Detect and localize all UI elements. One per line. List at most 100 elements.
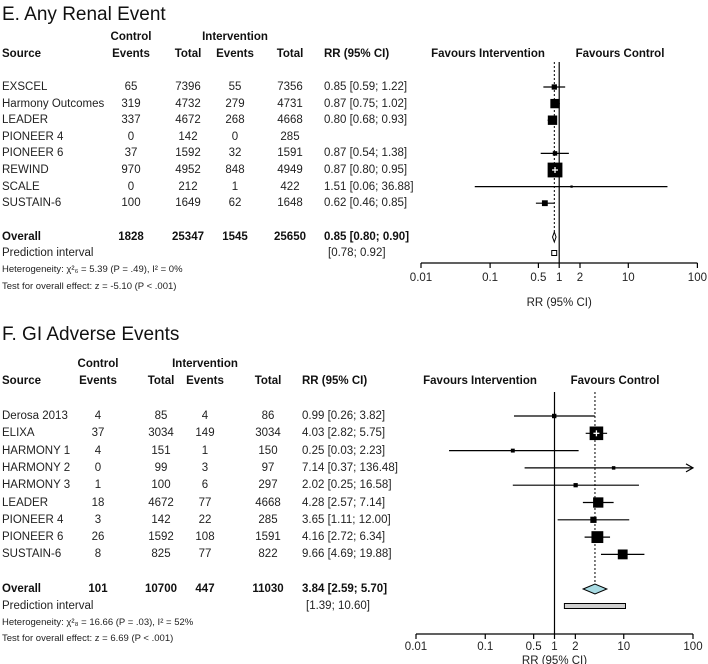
control-events: 0 [127, 180, 135, 193]
study-marker [551, 413, 557, 419]
x-tick-label: 1 [551, 641, 558, 653]
intervention-events: 77 [198, 548, 212, 561]
favours-intervention-label: Favours Intervention [431, 48, 545, 60]
header-intervention-events: Events [186, 375, 224, 387]
intervention-total: 285 [258, 513, 278, 526]
control-total: 4952 [175, 164, 201, 176]
study-name: SUSTAIN-6 [2, 548, 62, 561]
header-control-total: Total [174, 48, 202, 60]
header-intervention-total: Total [276, 48, 304, 60]
x-tick-label: 10 [617, 641, 631, 653]
heterogeneity-text: Heterogeneity: χ²₆ = 5.39 (P = .49), I² … [2, 264, 183, 275]
header-source: Source [2, 48, 41, 60]
control-events: 3 [94, 513, 102, 526]
rr-ci-text: 0.62 [0.46; 0.85] [324, 197, 408, 210]
study-name: HARMONY 3 [2, 479, 71, 492]
study-name: PIONEER 4 [2, 130, 64, 143]
study-name: REWIND [2, 164, 49, 176]
intervention-total: 7356 [277, 81, 303, 93]
header-intervention-events: Events [216, 48, 254, 60]
prediction-interval-label: Prediction interval [2, 247, 94, 259]
intervention-total: 822 [258, 548, 278, 561]
intervention-events: 149 [195, 427, 215, 440]
study-marker [550, 98, 560, 109]
intervention-events: 108 [195, 531, 215, 544]
control-events: 37 [91, 427, 105, 440]
study-marker [551, 84, 557, 90]
control-events: 26 [91, 531, 105, 544]
intervention-events: 6 [201, 479, 209, 492]
rr-ci-text: 0.85 [0.59; 1.22] [324, 81, 408, 93]
study-marker [573, 483, 578, 488]
intervention-events: 77 [198, 496, 212, 509]
prediction-interval-label: Prediction interval [2, 600, 94, 612]
rr-ci-text: 1.51 [0.06; 36.88] [324, 180, 414, 193]
intervention-events: 3 [201, 461, 209, 474]
control-events: 4 [94, 410, 102, 422]
intervention-total: 422 [280, 180, 300, 193]
control-events: 18 [91, 496, 105, 509]
study-name: LEADER [2, 114, 49, 127]
header-control-total: Total [147, 375, 175, 387]
intervention-events: 22 [198, 513, 212, 526]
intervention-events: 62 [228, 197, 242, 210]
header-intervention: Intervention [202, 31, 268, 43]
x-tick-label: 0.01 [404, 641, 428, 653]
rr-ci-text: 7.14 [0.37; 136.48] [302, 461, 398, 474]
intervention-total: 4731 [277, 97, 303, 110]
intervention-total: 86 [261, 410, 275, 422]
study-marker [593, 497, 604, 508]
study-name: SCALE [2, 180, 40, 193]
overall-effect-test-text: Test for overall effect: z = -5.10 (P < … [2, 281, 177, 292]
prediction-interval-text: [0.78; 0.92] [328, 247, 386, 259]
intervention-total: 3034 [255, 427, 281, 440]
intervention-events: 55 [228, 81, 242, 93]
control-events: 0 [94, 461, 102, 474]
rr-ci-text: 0.80 [0.68; 0.93] [324, 114, 408, 127]
overall-rr-text: 0.85 [0.80; 0.90] [324, 231, 410, 243]
overall-label: Overall [2, 231, 41, 243]
intervention-events: 1 [201, 444, 209, 457]
study-name: HARMONY 1 [2, 444, 71, 457]
panel-title: F. GI Adverse Events [2, 324, 180, 345]
header-source: Source [2, 375, 41, 387]
rr-ci-text: 3.65 [1.11; 12.00] [302, 513, 391, 526]
prediction-interval-bar [563, 603, 627, 609]
rr-ci-text: 0.25 [0.03; 2.23] [302, 444, 386, 457]
control-events: 337 [121, 114, 141, 127]
overall-diamond [581, 583, 609, 595]
study-name: Derosa 2013 [2, 410, 68, 422]
overall-control-events: 1828 [118, 231, 144, 243]
study-name: HARMONY 2 [2, 461, 71, 474]
panel-title: E. Any Renal Event [2, 4, 166, 25]
control-total: 7396 [175, 81, 201, 93]
control-events: 4 [94, 444, 102, 457]
rr-ci-text: 4.16 [2.72; 6.34] [302, 531, 386, 544]
rr-ci-text: 4.28 [2.57; 7.14] [302, 496, 386, 509]
header-control: Control [77, 358, 119, 370]
x-tick-label: 2 [572, 641, 579, 653]
intervention-total: 1648 [277, 197, 303, 210]
rr-ci-text: 9.66 [4.69; 19.88] [302, 548, 392, 561]
control-events: 8 [94, 548, 102, 561]
study-marker [552, 151, 558, 156]
intervention-events: 1 [231, 180, 239, 193]
intervention-total: 150 [258, 444, 278, 457]
header-intervention: Intervention [172, 358, 238, 370]
favours-control-label: Favours Control [570, 375, 660, 387]
intervention-total: 4668 [255, 496, 281, 509]
overall-rr-text: 3.84 [2.59; 5.70] [302, 583, 388, 595]
header-control: Control [110, 31, 152, 43]
study-marker [541, 200, 548, 207]
study-name: LEADER [2, 496, 49, 509]
study-marker [590, 516, 597, 523]
intervention-total: 285 [280, 130, 300, 143]
rr-ci-text: 0.87 [0.80; 0.95] [324, 164, 408, 176]
intervention-events: 268 [225, 114, 245, 127]
intervention-total: 97 [261, 461, 275, 474]
control-total: 4732 [175, 97, 201, 110]
study-name: Harmony Outcomes [2, 97, 105, 110]
x-tick-label: 100 [687, 272, 707, 284]
overall-intervention-events: 1545 [222, 231, 248, 243]
